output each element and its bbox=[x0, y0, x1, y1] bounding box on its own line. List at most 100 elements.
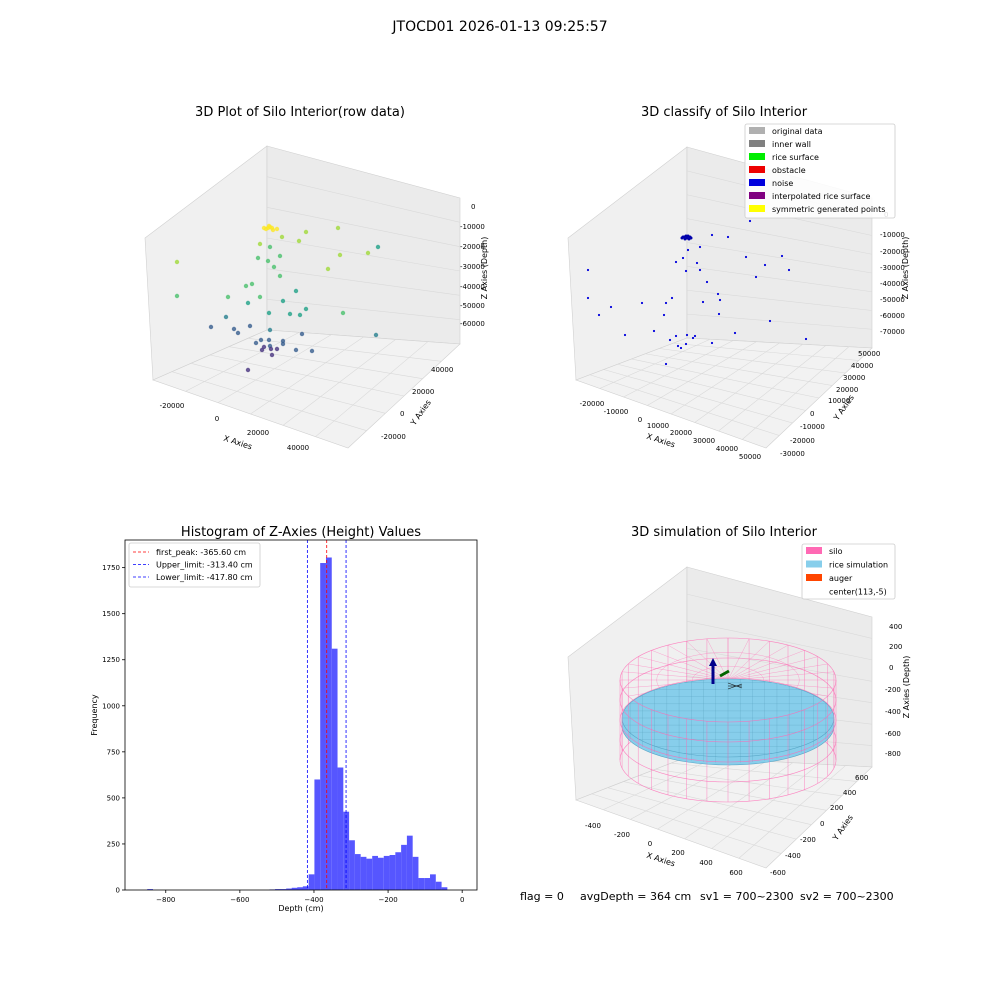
panel2-x-tick: 40000 bbox=[716, 445, 738, 453]
panel1-y-label: Y Axies bbox=[408, 398, 433, 428]
histogram-bar bbox=[286, 888, 292, 890]
histogram-threshold-lines bbox=[306, 540, 347, 890]
data-point bbox=[662, 313, 666, 317]
grid-line bbox=[671, 762, 857, 782]
data-point bbox=[693, 334, 697, 338]
status-footer: flag = 0 avgDepth = 364 cm sv1 = 700~230… bbox=[520, 890, 894, 903]
data-point bbox=[274, 346, 280, 352]
legend-swatch bbox=[749, 192, 765, 199]
panel2-legend: original data inner wall rice surface obsta… bbox=[744, 123, 896, 219]
data-point bbox=[255, 255, 261, 261]
panel2-z-label: Z Axies (Depth) bbox=[901, 237, 910, 300]
panel2-y-tick: 30000 bbox=[843, 374, 865, 382]
panel1-x-tick: 20000 bbox=[247, 429, 269, 437]
panel2-z-tick: -50000 bbox=[880, 296, 905, 304]
data-point bbox=[337, 252, 343, 258]
histogram-bar bbox=[147, 889, 154, 890]
data-point bbox=[325, 266, 331, 272]
panel1-z-tick: 0 bbox=[471, 203, 475, 211]
legend-swatch bbox=[749, 153, 765, 160]
data-point bbox=[716, 292, 720, 296]
grid-line bbox=[647, 341, 757, 406]
data-point bbox=[257, 241, 263, 247]
histogram-bar bbox=[441, 887, 448, 890]
data-point bbox=[247, 323, 253, 329]
grid-line bbox=[599, 338, 711, 389]
panel2-y-tick: 20000 bbox=[836, 386, 858, 394]
panel2-z-tick: -60000 bbox=[880, 312, 905, 320]
grid-line bbox=[684, 762, 793, 840]
avg-depth-text: avgDepth = 364 cm bbox=[580, 890, 691, 903]
histogram-bar bbox=[435, 881, 442, 890]
panel3-title: Histogram of Z-Axies (Height) Values bbox=[181, 525, 421, 540]
histogram-bar bbox=[389, 855, 396, 890]
panel1-points bbox=[174, 223, 381, 373]
data-point bbox=[763, 263, 767, 267]
data-point bbox=[744, 255, 748, 259]
silo-wire bbox=[727, 663, 828, 681]
silo-wire bbox=[686, 641, 729, 681]
silo-ring bbox=[619, 759, 837, 803]
data-point bbox=[303, 229, 309, 235]
panel4-x-tick: 200 bbox=[671, 849, 684, 857]
data-point bbox=[698, 245, 702, 249]
panel2-y-tick: 0 bbox=[810, 410, 814, 418]
panel4-z-tick: -800 bbox=[885, 750, 901, 758]
legend-label: rice simulation bbox=[829, 561, 888, 570]
panel2-y-tick: -20000 bbox=[790, 437, 815, 445]
histogram-bar bbox=[325, 557, 332, 890]
histogram-bar bbox=[314, 779, 321, 890]
grid-line bbox=[266, 299, 461, 320]
histogram-bar bbox=[280, 889, 287, 890]
silo-ring bbox=[619, 657, 837, 701]
data-point bbox=[245, 300, 251, 306]
data-point bbox=[684, 269, 688, 273]
data-point bbox=[754, 275, 758, 279]
grid-line bbox=[266, 237, 461, 272]
flag-text: flag = 0 bbox=[520, 890, 564, 903]
panel2-x-tick: 20000 bbox=[670, 429, 692, 437]
histogram-bar bbox=[377, 857, 384, 890]
grid-line bbox=[670, 342, 780, 415]
panel4-legend: silo rice simulation auger center(113,-5) bbox=[801, 543, 896, 600]
panel-raw-3d: 3D Plot of Silo Interior(row data) -2000… bbox=[144, 105, 489, 452]
histogram-bar bbox=[372, 855, 378, 890]
panel1-z-label: Z Axies (Depth) bbox=[480, 237, 489, 300]
grid-line bbox=[623, 340, 734, 398]
legend-swatch bbox=[749, 127, 765, 134]
y-tick-label: 1000 bbox=[102, 702, 120, 710]
grid-line bbox=[266, 176, 461, 223]
auger-arm bbox=[719, 669, 730, 678]
data-point bbox=[375, 244, 381, 250]
panel4-z-tick: -600 bbox=[885, 730, 901, 738]
data-point bbox=[668, 338, 672, 342]
data-point bbox=[373, 332, 379, 338]
grid-line bbox=[185, 332, 300, 392]
legend-label: silo bbox=[829, 547, 843, 556]
panel2-x-tick: 30000 bbox=[693, 437, 715, 445]
panel1-y-tick: -20000 bbox=[381, 433, 406, 441]
histogram-bar bbox=[320, 563, 326, 890]
y-tick-label: 1750 bbox=[102, 564, 120, 572]
histogram-bar bbox=[401, 844, 407, 890]
y-tick-label: 0 bbox=[116, 887, 120, 895]
histogram-bar bbox=[302, 886, 309, 890]
legend-swatch bbox=[749, 166, 765, 173]
data-point bbox=[733, 331, 737, 335]
legend-label: inner wall bbox=[772, 140, 811, 149]
data-point bbox=[670, 296, 674, 300]
panel4-y-tick: 400 bbox=[843, 789, 856, 797]
data-point bbox=[674, 334, 678, 338]
histogram-bar bbox=[424, 878, 431, 890]
panel1-z-tick: -20000 bbox=[460, 243, 485, 251]
silo-ring bbox=[619, 699, 837, 743]
panel2-x-tick: 10000 bbox=[647, 422, 669, 430]
histogram-y-ticks: 0 250 500 750 1000 1250 1500 1750 bbox=[102, 564, 125, 895]
data-point bbox=[780, 254, 784, 258]
data-point bbox=[265, 258, 271, 264]
legend-swatch bbox=[806, 547, 822, 554]
panel1-x-tick: 40000 bbox=[287, 444, 309, 452]
silo-wire bbox=[727, 641, 770, 681]
grid-line bbox=[686, 266, 873, 293]
data-point bbox=[705, 280, 709, 284]
